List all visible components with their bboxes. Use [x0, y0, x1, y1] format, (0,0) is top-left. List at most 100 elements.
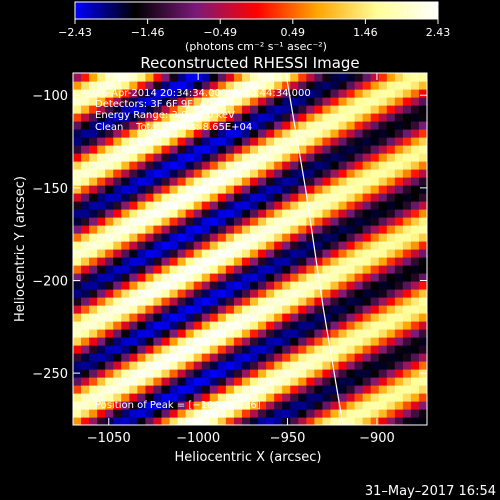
heatmap-cell [298, 121, 307, 130]
heatmap-cell [209, 353, 219, 362]
heatmap-cell [241, 265, 251, 274]
heatmap-cell [169, 377, 179, 386]
heatmap-cell [129, 233, 138, 242]
chart-title: Reconstructed RHESSI Image [140, 54, 359, 72]
heatmap-cell [145, 105, 155, 114]
heatmap-cell [274, 89, 283, 98]
heatmap-cell [386, 393, 396, 402]
heatmap-cell [153, 249, 163, 258]
heatmap-cell [241, 313, 251, 322]
heatmap-cell [217, 153, 227, 162]
heatmap-cell [89, 329, 98, 338]
heatmap-cell [241, 337, 251, 346]
heatmap-cell [185, 105, 195, 114]
heatmap-cell [185, 281, 195, 290]
heatmap-cell [418, 105, 427, 114]
heatmap-cell [225, 137, 235, 146]
heatmap-cell [282, 185, 291, 194]
heatmap-cell [193, 225, 203, 234]
heatmap-cell [290, 329, 299, 338]
heatmap-cell [105, 217, 114, 226]
footer-timestamp: 31–May–2017 16:54 [365, 484, 496, 499]
heatmap-cell [209, 361, 219, 370]
heatmap-cell [266, 273, 275, 282]
heatmap-cell [410, 105, 420, 114]
heatmap-cell [346, 321, 356, 330]
heatmap-cell [330, 249, 340, 258]
heatmap-cell [185, 241, 195, 250]
heatmap-cell [105, 73, 114, 82]
heatmap-cell [330, 305, 340, 314]
heatmap-cell [362, 401, 372, 410]
annotation-detectors: Detectors: 3F 6F 9F, Att 0 [95, 99, 223, 110]
heatmap-cell [314, 337, 324, 346]
heatmap-cell [386, 353, 396, 362]
heatmap-cell [81, 385, 90, 394]
heatmap-cell [161, 353, 171, 362]
heatmap-cell [346, 249, 356, 258]
heatmap-cell [121, 209, 130, 218]
heatmap-cell [314, 177, 324, 186]
heatmap-cell [258, 137, 267, 146]
heatmap-cell [322, 233, 332, 242]
heatmap-cell [386, 145, 396, 154]
heatmap-cell [121, 305, 130, 314]
heatmap-cell [241, 105, 251, 114]
heatmap-cell [209, 417, 219, 425]
heatmap-cell [129, 409, 138, 418]
heatmap-cell [81, 201, 90, 210]
heatmap-cell [282, 241, 291, 250]
heatmap-cell [402, 97, 412, 106]
heatmap-cell [209, 313, 219, 322]
heatmap-cell [282, 153, 291, 162]
heatmap-cell [354, 137, 364, 146]
heatmap-cell [370, 145, 380, 154]
heatmap-cell [97, 313, 106, 322]
heatmap-cell [105, 289, 114, 298]
heatmap-cell [113, 345, 122, 354]
heatmap-cell [153, 361, 163, 370]
heatmap-cell [161, 225, 171, 234]
heatmap-cell [113, 281, 122, 290]
heatmap-cell [298, 233, 307, 242]
heatmap-cell [250, 321, 259, 330]
heatmap-cell [370, 105, 380, 114]
heatmap-cell [105, 209, 114, 218]
heatmap-cell [225, 129, 235, 138]
heatmap-cell [121, 417, 130, 425]
heatmap-cell [378, 297, 388, 306]
heatmap-cell [145, 89, 155, 98]
heatmap-cell [250, 169, 259, 178]
heatmap-cell [386, 337, 396, 346]
heatmap-cell [418, 81, 427, 90]
heatmap-cell [145, 409, 155, 418]
heatmap-cell [185, 233, 195, 242]
heatmap-cell [362, 321, 372, 330]
heatmap-cell [378, 265, 388, 274]
heatmap-cell [314, 281, 324, 290]
heatmap-cell [298, 257, 307, 266]
heatmap-cell [258, 305, 267, 314]
heatmap-cell [225, 153, 235, 162]
heatmap-cell [298, 81, 307, 90]
heatmap-cell [306, 249, 315, 258]
heatmap-cell [177, 89, 187, 98]
heatmap-cell [105, 121, 114, 130]
heatmap-cell [394, 129, 404, 138]
heatmap-cell [282, 169, 291, 178]
heatmap-cell [177, 81, 187, 90]
heatmap-cell [225, 81, 235, 90]
heatmap-cell [258, 409, 267, 418]
heatmap-cell [298, 353, 307, 362]
heatmap-cell [330, 401, 340, 410]
y-axis-tick-label: −150 [32, 182, 68, 197]
heatmap-cell [314, 153, 324, 162]
heatmap-cell [386, 201, 396, 210]
heatmap-cell [418, 113, 427, 122]
heatmap-cell [266, 81, 275, 90]
heatmap-cell [169, 169, 179, 178]
heatmap-cell [362, 145, 372, 154]
heatmap-cell [266, 385, 275, 394]
heatmap-cell [73, 185, 82, 194]
heatmap-cell [418, 177, 427, 186]
